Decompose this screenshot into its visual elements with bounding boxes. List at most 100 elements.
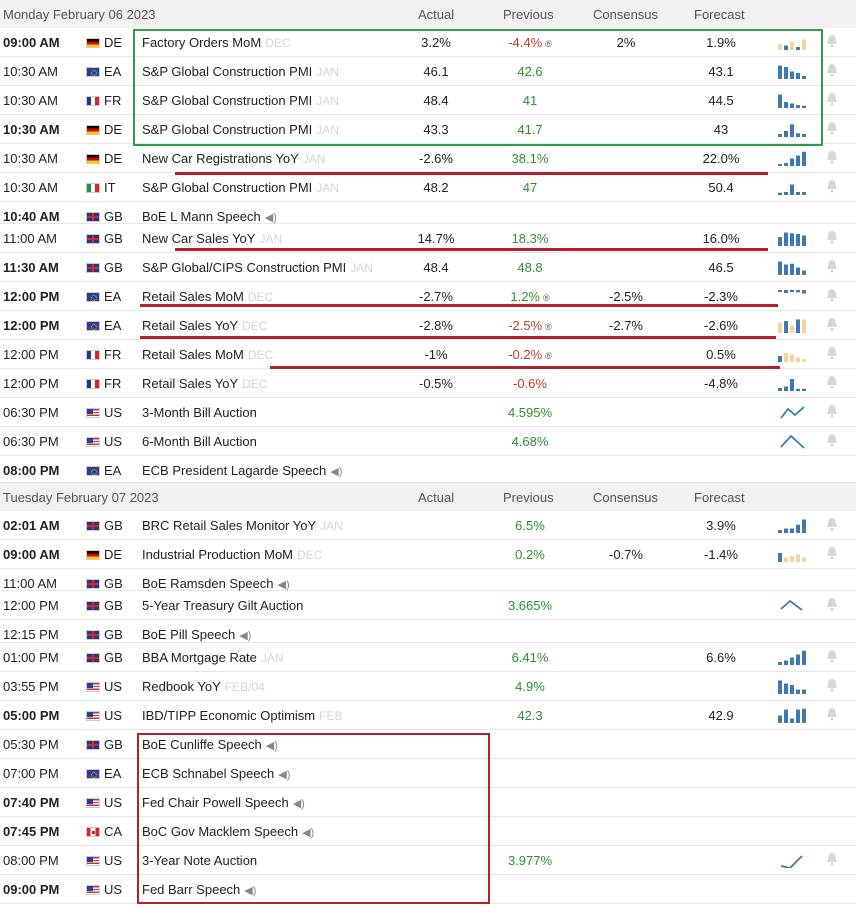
event-name[interactable]: Fed Chair Powell Speech ◀) xyxy=(142,795,305,810)
event-name[interactable]: BBA Mortgage Rate JAN xyxy=(142,650,284,665)
actual-column-header[interactable]: Actual xyxy=(418,7,455,22)
sparkline-chart[interactable] xyxy=(778,259,808,275)
calendar-row[interactable]: 06:30 PM US 6-Month Bill Auction 4.68% xyxy=(0,427,856,456)
event-name-text[interactable]: 3-Month Bill Auction xyxy=(142,405,257,420)
calendar-row[interactable]: 07:00 PM EA ECB Schnabel Speech ◀) xyxy=(0,759,856,788)
calendar-row[interactable]: 09:00 AM DE Industrial Production MoM DEC 0.… xyxy=(0,540,856,569)
calendar-row[interactable]: 10:30 AM DE S&P Global Construction PMI JAN… xyxy=(0,115,856,144)
event-name[interactable]: S&P Global/CIPS Construction PMI JAN xyxy=(142,260,373,275)
event-name[interactable]: BoE L Mann Speech ◀) xyxy=(142,209,277,224)
event-name[interactable]: S&P Global Construction PMI JAN xyxy=(142,180,339,195)
event-name-text[interactable]: ECB President Lagarde Speech xyxy=(142,463,327,478)
event-name-text[interactable]: S&P Global/CIPS Construction PMI xyxy=(142,260,347,275)
bell-icon[interactable] xyxy=(826,517,838,531)
calendar-row[interactable]: 10:30 AM FR S&P Global Construction PMI JAN… xyxy=(0,86,856,115)
bell-icon[interactable] xyxy=(826,707,838,721)
event-name[interactable]: Retail Sales YoY DEC xyxy=(142,376,267,391)
calendar-row[interactable]: 10:40 AM GB BoE L Mann Speech ◀) xyxy=(0,202,856,224)
event-name-text[interactable]: Retail Sales YoY xyxy=(142,376,239,391)
event-name-text[interactable]: BoE L Mann Speech xyxy=(142,209,261,224)
bell-icon[interactable] xyxy=(826,63,838,77)
event-name-text[interactable]: New Car Registrations YoY xyxy=(142,151,299,166)
event-name-text[interactable]: Retail Sales MoM xyxy=(142,347,244,362)
event-name-text[interactable]: Retail Sales YoY xyxy=(142,318,239,333)
calendar-row[interactable]: 01:00 PM GB BBA Mortgage Rate JAN 6.41% 6.6% xyxy=(0,643,856,672)
bell-icon[interactable] xyxy=(826,259,838,273)
event-name-text[interactable]: 3-Year Note Auction xyxy=(142,853,258,868)
event-name[interactable]: 6-Month Bill Auction xyxy=(142,434,257,449)
bell-icon[interactable] xyxy=(826,649,838,663)
sparkline-chart[interactable] xyxy=(778,179,808,195)
sparkline-chart[interactable] xyxy=(778,150,808,166)
event-name-text[interactable]: 5-Year Treasury Gilt Auction xyxy=(142,598,304,613)
event-name-text[interactable]: BoE Pill Speech xyxy=(142,627,236,642)
calendar-row[interactable]: 12:00 PM FR Retail Sales MoM DEC -1% -0.2% ® 0.… xyxy=(0,340,856,369)
bell-icon[interactable] xyxy=(826,346,838,360)
event-name[interactable]: S&P Global Construction PMI JAN xyxy=(142,64,339,79)
event-name-text[interactable]: New Car Sales YoY xyxy=(142,231,256,246)
forecast-column-header[interactable]: Forecast xyxy=(694,490,745,505)
bell-icon[interactable] xyxy=(826,121,838,135)
calendar-row[interactable]: 02:01 AM GB BRC Retail Sales Monitor YoY JA… xyxy=(0,511,856,540)
event-name-text[interactable]: Retail Sales MoM xyxy=(142,289,244,304)
sparkline-chart[interactable] xyxy=(778,597,808,613)
calendar-row[interactable]: 11:00 AM GB New Car Sales YoY JAN 14.7% 18.3%… xyxy=(0,224,856,253)
event-name[interactable]: BoC Gov Macklem Speech ◀) xyxy=(142,824,314,839)
sparkline-chart[interactable] xyxy=(778,707,808,723)
event-name-text[interactable]: Fed Chair Powell Speech xyxy=(142,795,289,810)
event-name[interactable]: S&P Global Construction PMI JAN xyxy=(142,93,339,108)
event-name[interactable]: 5-Year Treasury Gilt Auction xyxy=(142,598,303,613)
calendar-row[interactable]: 09:00 AM DE Factory Orders MoM DEC 3.2% -4.4%… xyxy=(0,28,856,57)
calendar-row[interactable]: 08:00 PM EA ECB President Lagarde Speech ◀) xyxy=(0,456,856,483)
event-name[interactable]: S&P Global Construction PMI JAN xyxy=(142,122,339,137)
calendar-row[interactable]: 05:30 PM GB BoE Cunliffe Speech ◀) xyxy=(0,730,856,759)
event-name-text[interactable]: Fed Barr Speech xyxy=(142,882,241,897)
event-name[interactable]: 3-Year Note Auction xyxy=(142,853,257,868)
calendar-row[interactable]: 11:30 AM GB S&P Global/CIPS Construction P… xyxy=(0,253,856,282)
event-name[interactable]: BoE Pill Speech ◀) xyxy=(142,627,251,642)
event-name-text[interactable]: S&P Global Construction PMI xyxy=(142,122,313,137)
event-name[interactable]: BRC Retail Sales Monitor YoY JAN xyxy=(142,518,343,533)
event-name[interactable]: Industrial Production MoM DEC xyxy=(142,547,322,562)
event-name-text[interactable]: BoE Ramsden Speech xyxy=(142,576,274,591)
calendar-row[interactable]: 12:00 PM GB 5-Year Treasury Gilt Auction 3.… xyxy=(0,591,856,620)
bell-icon[interactable] xyxy=(826,678,838,692)
sparkline-chart[interactable] xyxy=(778,317,808,333)
bell-icon[interactable] xyxy=(826,92,838,106)
event-name[interactable]: IBD/TIPP Economic Optimism FEB xyxy=(142,708,342,723)
event-name-text[interactable]: BoE Cunliffe Speech xyxy=(142,737,262,752)
bell-icon[interactable] xyxy=(826,546,838,560)
calendar-row[interactable]: 10:30 AM DE New Car Registrations YoY JAN -2… xyxy=(0,144,856,173)
calendar-row[interactable]: 07:45 PM CA BoC Gov Macklem Speech ◀) xyxy=(0,817,856,846)
calendar-row[interactable]: 11:00 AM GB BoE Ramsden Speech ◀) xyxy=(0,569,856,591)
sparkline-chart[interactable] xyxy=(778,517,808,533)
bell-icon[interactable] xyxy=(826,34,838,48)
event-name-text[interactable]: IBD/TIPP Economic Optimism xyxy=(142,708,316,723)
previous-column-header[interactable]: Previous xyxy=(503,7,554,22)
calendar-row[interactable]: 03:55 PM US Redbook YoY FEB/04 4.9% xyxy=(0,672,856,701)
calendar-row[interactable]: 12:00 PM FR Retail Sales YoY DEC -0.5% -0.6% -… xyxy=(0,369,856,398)
bell-icon[interactable] xyxy=(826,288,838,302)
event-name[interactable]: Retail Sales YoY DEC xyxy=(142,318,267,333)
calendar-row[interactable]: 12:00 PM EA Retail Sales YoY DEC -2.8% -2.5% ®… xyxy=(0,311,856,340)
event-name[interactable]: 3-Month Bill Auction xyxy=(142,405,257,420)
calendar-row[interactable]: 07:40 PM US Fed Chair Powell Speech ◀) xyxy=(0,788,856,817)
sparkline-chart[interactable] xyxy=(778,546,808,562)
calendar-row[interactable]: 10:30 AM IT S&P Global Construction PMI JAN… xyxy=(0,173,856,202)
sparkline-chart[interactable] xyxy=(778,678,808,694)
sparkline-chart[interactable] xyxy=(778,63,808,79)
actual-column-header[interactable]: Actual xyxy=(418,490,455,505)
calendar-row[interactable]: 12:15 PM GB BoE Pill Speech ◀) xyxy=(0,620,856,643)
sparkline-chart[interactable] xyxy=(778,34,808,50)
calendar-row[interactable]: 05:00 PM US IBD/TIPP Economic Optimism FEB 4… xyxy=(0,701,856,730)
sparkline-chart[interactable] xyxy=(778,346,808,362)
sparkline-chart[interactable] xyxy=(778,230,808,246)
event-name[interactable]: New Car Registrations YoY JAN xyxy=(142,151,325,166)
event-name[interactable]: Retail Sales MoM DEC xyxy=(142,289,273,304)
calendar-row[interactable]: 06:30 PM US 3-Month Bill Auction 4.595% xyxy=(0,398,856,427)
calendar-row[interactable]: 08:00 PM US 3-Year Note Auction 3.977% xyxy=(0,846,856,875)
sparkline-chart[interactable] xyxy=(778,121,808,137)
event-name-text[interactable]: Redbook YoY xyxy=(142,679,221,694)
event-name-text[interactable]: S&P Global Construction PMI xyxy=(142,64,313,79)
event-name[interactable]: BoE Ramsden Speech ◀) xyxy=(142,576,290,591)
